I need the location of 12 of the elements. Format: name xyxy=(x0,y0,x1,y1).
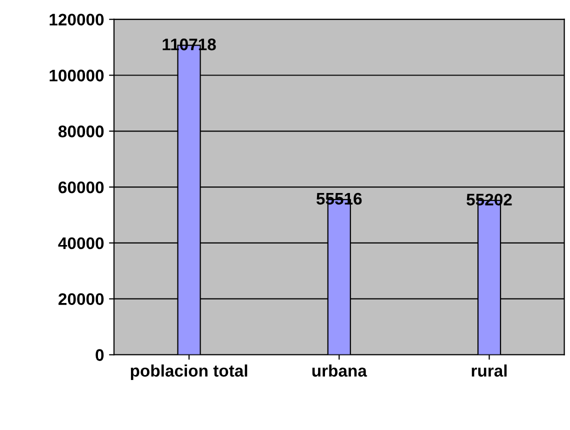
y-tick-label: 0 xyxy=(96,349,104,361)
data-label: 55516 xyxy=(316,192,362,205)
y-tick-label: 120000 xyxy=(50,14,104,26)
y-tick-label: 100000 xyxy=(50,70,104,82)
y-tick-label: 20000 xyxy=(58,293,104,306)
data-label: 110718 xyxy=(162,38,216,50)
y-tick-label: 40000 xyxy=(58,237,104,250)
y-tick-label: 60000 xyxy=(58,181,104,194)
y-tick-label: 80000 xyxy=(58,126,104,138)
x-tick-label: urbana xyxy=(312,364,368,377)
x-tick-label: rural xyxy=(472,364,507,377)
x-tick-label: poblacion total xyxy=(130,364,248,380)
